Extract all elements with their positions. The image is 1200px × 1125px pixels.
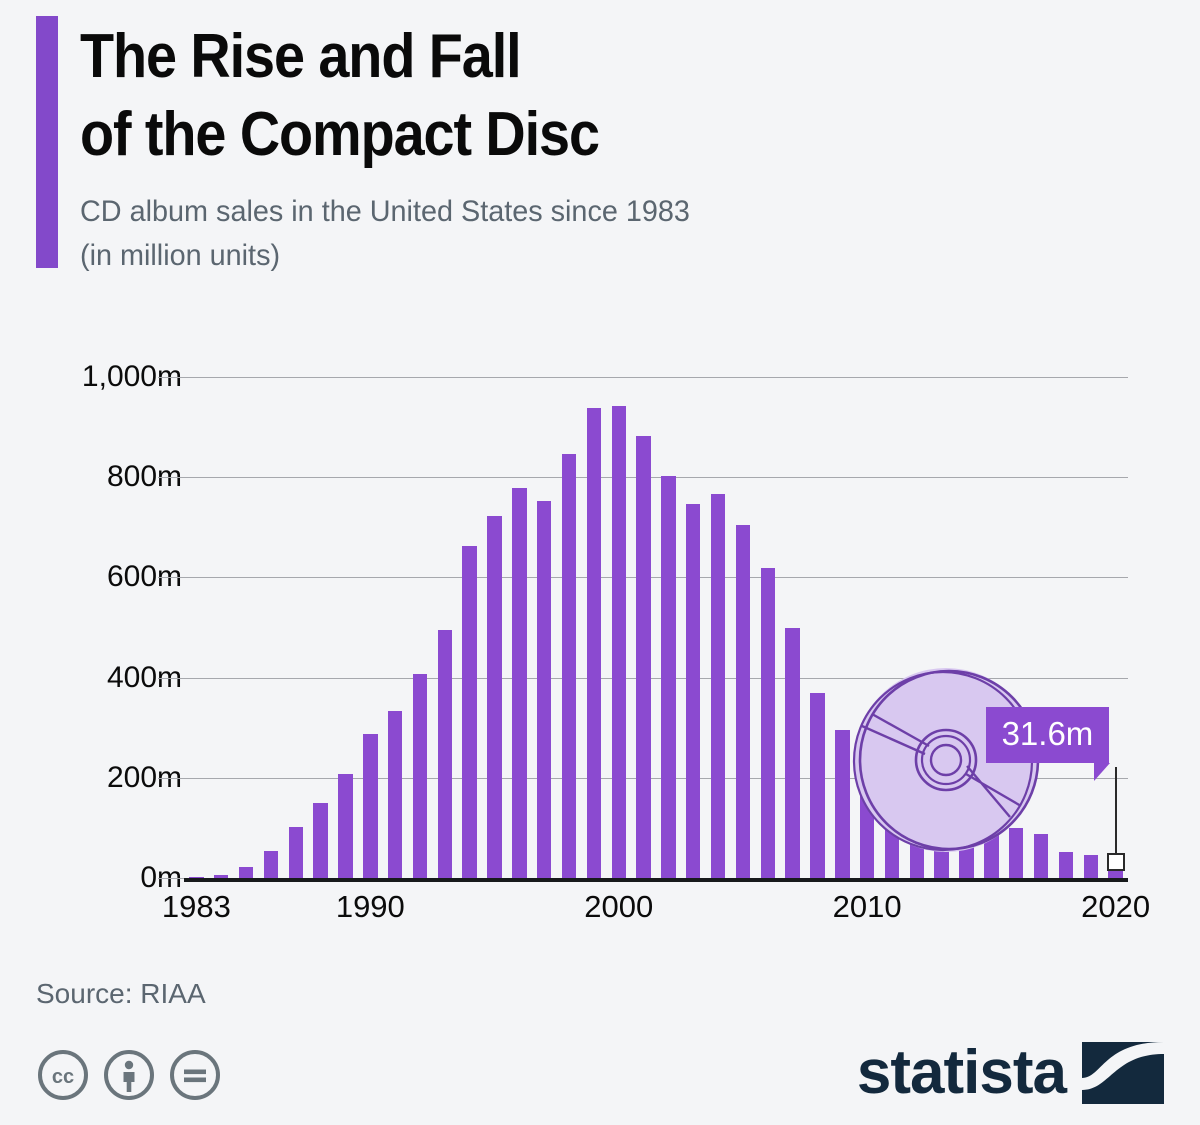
bar xyxy=(437,629,453,878)
gridline xyxy=(184,377,1128,378)
value-callout-leader-line xyxy=(1114,767,1117,861)
y-axis-tick-mark xyxy=(158,777,184,779)
bar xyxy=(363,734,378,878)
bar xyxy=(1058,851,1074,878)
y-axis-tick-label: 1,000m xyxy=(81,360,182,393)
bar xyxy=(586,407,602,878)
cc-no-derivatives-icon[interactable] xyxy=(168,1048,222,1102)
bar xyxy=(214,875,229,878)
x-axis-tick-label: 1990 xyxy=(335,889,405,924)
bar xyxy=(561,453,577,878)
y-axis-tick-label: 800m xyxy=(106,460,182,494)
license-icons: cc xyxy=(36,1048,222,1102)
y-axis-tick-mark xyxy=(158,477,184,479)
x-axis-tick-label: 2000 xyxy=(584,889,654,924)
bar xyxy=(238,866,254,878)
y-axis-tick-mark xyxy=(158,878,184,879)
y-axis-tick-label: 600m xyxy=(106,560,182,594)
statista-mark-icon xyxy=(1082,1042,1164,1104)
gridline xyxy=(184,677,1128,679)
header: The Rise and Fall of the Compact Disc CD… xyxy=(36,16,1136,278)
bar xyxy=(785,627,800,878)
bar xyxy=(189,876,204,878)
bar xyxy=(512,487,527,878)
y-axis-tick-mark xyxy=(158,677,184,679)
bar xyxy=(1033,834,1049,878)
x-axis-tick-label: 2010 xyxy=(832,889,902,924)
value-callout: 31.6m xyxy=(985,707,1110,764)
gridline xyxy=(184,577,1128,579)
bar xyxy=(686,504,701,878)
bar xyxy=(387,711,403,878)
title-accent-bar xyxy=(36,16,58,268)
plot-area: 1983 1990 2000 2010 2020 xyxy=(162,377,1150,924)
gridline xyxy=(184,477,1128,479)
y-axis-tick-mark xyxy=(158,577,184,579)
page-title: The Rise and Fall of the Compact Disc xyxy=(80,22,600,169)
y-axis-tick-label: 200m xyxy=(106,760,182,794)
y-axis-tick-mark xyxy=(158,377,184,378)
bar xyxy=(735,524,751,878)
bar xyxy=(661,475,676,878)
bar xyxy=(487,515,502,878)
x-axis-tick-label: 2020 xyxy=(1081,889,1151,924)
statista-logo[interactable]: statista xyxy=(857,1040,1166,1106)
bar xyxy=(338,774,353,878)
bar xyxy=(1083,854,1098,878)
creative-commons-icon[interactable]: cc xyxy=(36,1048,90,1102)
bar xyxy=(412,673,428,878)
bar xyxy=(313,803,328,878)
bar xyxy=(810,693,825,878)
statista-wordmark: statista xyxy=(856,1038,1067,1107)
bar xyxy=(835,729,850,878)
gridline xyxy=(184,777,1128,779)
bar xyxy=(537,500,552,878)
bar xyxy=(636,436,651,878)
y-axis-tick-label: 400m xyxy=(106,660,182,694)
bar-chart: 0m 200m 400m 600m 800m 1,000m 1983 1990 2000 201… xyxy=(0,330,1200,930)
bar xyxy=(462,546,477,878)
x-axis-line xyxy=(184,878,1128,882)
bar xyxy=(760,567,775,878)
source-label: Source: RIAA xyxy=(36,978,206,1009)
bar xyxy=(1009,828,1024,878)
value-callout-marker xyxy=(1106,853,1125,872)
x-axis-tick-label: 1983 xyxy=(161,889,231,924)
cc-attribution-icon[interactable] xyxy=(102,1048,156,1102)
header-text: The Rise and Fall of the Compact Disc CD… xyxy=(80,16,715,278)
svg-text:cc: cc xyxy=(52,1066,74,1088)
bar xyxy=(263,851,279,878)
bar xyxy=(288,826,303,878)
bar xyxy=(611,405,626,878)
bar xyxy=(710,493,726,878)
page-subtitle: CD album sales in the United States sinc… xyxy=(80,195,690,272)
y-axis-tick-label: 0m xyxy=(140,861,182,894)
value-callout-tail xyxy=(1094,763,1110,781)
